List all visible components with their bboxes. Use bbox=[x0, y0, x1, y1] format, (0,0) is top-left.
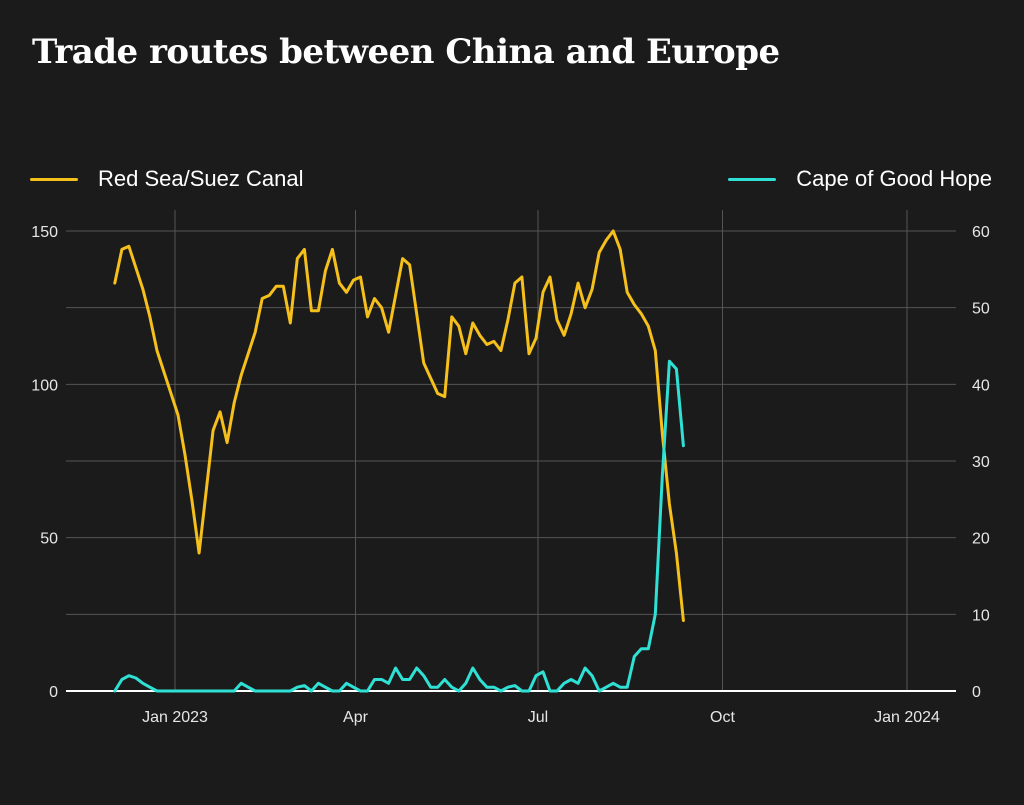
y-right-tick-label: 10 bbox=[972, 607, 990, 624]
legend-item-cape: Cape of Good Hope bbox=[728, 166, 992, 192]
y-left-tick-label: 100 bbox=[31, 377, 58, 394]
series-line-red-sea bbox=[113, 229, 685, 622]
legend-swatch-red-sea bbox=[30, 177, 78, 181]
x-tick-label: Jan 2024 bbox=[874, 709, 940, 726]
y-left-tick-label: 50 bbox=[40, 531, 58, 548]
legend-swatch-cape bbox=[728, 177, 777, 181]
y-right-tick-label: 40 bbox=[972, 377, 990, 394]
series-line-cape bbox=[113, 359, 685, 693]
chart-title: Trade routes between China and Europe bbox=[32, 32, 780, 72]
y-right-tick-label: 60 bbox=[972, 224, 990, 241]
y-left-tick-label: 150 bbox=[31, 224, 58, 241]
y-left-tick-label: 0 bbox=[49, 684, 58, 701]
y-right-tick-label: 0 bbox=[972, 684, 981, 701]
x-tick-label: Jan 2023 bbox=[142, 709, 208, 726]
x-tick-label: Apr bbox=[343, 709, 369, 726]
y-right-tick-label: 20 bbox=[972, 531, 990, 548]
x-tick-label: Jul bbox=[528, 709, 548, 726]
legend-label-cape: Cape of Good Hope bbox=[796, 166, 992, 191]
legend-item-red-sea: Red Sea/Suez Canal bbox=[30, 166, 303, 192]
x-tick-label: Oct bbox=[710, 709, 735, 726]
y-right-tick-label: 50 bbox=[972, 301, 990, 318]
y-right-tick-label: 30 bbox=[972, 454, 990, 471]
legend-label-red-sea: Red Sea/Suez Canal bbox=[98, 166, 304, 191]
